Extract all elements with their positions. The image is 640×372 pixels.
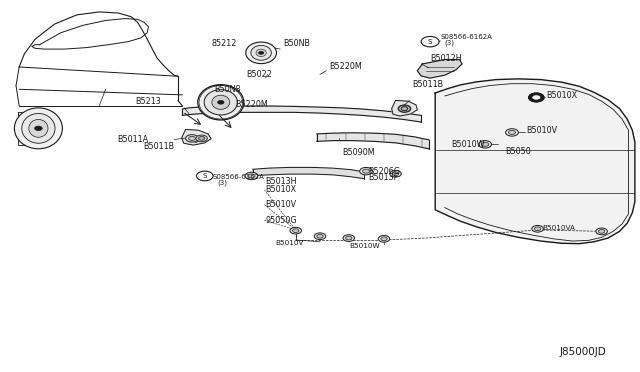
Circle shape (401, 106, 408, 111)
Circle shape (529, 93, 544, 102)
Circle shape (314, 233, 326, 240)
Text: B5012H: B5012H (430, 54, 461, 63)
Text: S: S (428, 39, 432, 45)
Text: B5011B: B5011B (412, 80, 444, 89)
Polygon shape (435, 79, 635, 244)
Circle shape (218, 100, 224, 104)
Ellipse shape (256, 49, 266, 57)
Circle shape (390, 170, 401, 177)
Text: B5090M: B5090M (342, 148, 375, 157)
Text: B5050: B5050 (506, 147, 531, 156)
Circle shape (198, 137, 205, 140)
Circle shape (506, 129, 518, 136)
Circle shape (346, 236, 352, 240)
Circle shape (378, 235, 390, 242)
Text: B5010V: B5010V (266, 200, 297, 209)
Circle shape (292, 229, 299, 232)
Ellipse shape (246, 42, 276, 64)
Circle shape (392, 172, 399, 176)
Polygon shape (417, 60, 462, 78)
Circle shape (399, 105, 410, 112)
Text: 95050G: 95050G (266, 216, 297, 225)
Text: B5011B: B5011B (143, 142, 174, 151)
Circle shape (245, 172, 258, 180)
Circle shape (186, 135, 198, 142)
Circle shape (509, 130, 516, 134)
Text: B50NB: B50NB (283, 39, 310, 48)
Circle shape (532, 95, 541, 100)
Text: B5010X: B5010X (266, 185, 297, 194)
Text: B5220M: B5220M (236, 100, 268, 109)
Circle shape (248, 174, 255, 178)
Text: S08566-6162A: S08566-6162A (440, 34, 492, 40)
Text: B5206G: B5206G (368, 167, 400, 176)
Text: B5010W: B5010W (452, 140, 485, 149)
Circle shape (534, 227, 541, 231)
Circle shape (421, 36, 439, 47)
Polygon shape (317, 133, 429, 149)
Text: B50N8: B50N8 (214, 85, 241, 94)
Circle shape (596, 228, 607, 235)
Circle shape (196, 171, 213, 181)
Ellipse shape (29, 119, 48, 137)
Circle shape (479, 141, 492, 148)
Text: 85212: 85212 (211, 39, 237, 48)
Circle shape (317, 234, 323, 238)
Polygon shape (392, 100, 417, 116)
Circle shape (381, 237, 387, 241)
Circle shape (35, 126, 42, 131)
Circle shape (532, 95, 541, 100)
Circle shape (259, 51, 264, 54)
Text: B5220M: B5220M (330, 62, 362, 71)
Circle shape (398, 105, 411, 112)
Polygon shape (182, 106, 421, 122)
Circle shape (360, 167, 372, 175)
Ellipse shape (212, 95, 230, 109)
Circle shape (290, 227, 301, 234)
Text: S08566-6162A: S08566-6162A (212, 174, 264, 180)
Circle shape (362, 169, 370, 173)
Text: (3): (3) (218, 179, 228, 186)
Circle shape (482, 142, 489, 146)
Polygon shape (253, 167, 364, 179)
Text: J85000JD: J85000JD (560, 347, 607, 356)
Circle shape (529, 93, 544, 102)
Ellipse shape (251, 45, 271, 60)
Ellipse shape (204, 90, 237, 115)
Circle shape (188, 136, 196, 140)
Text: B5010V: B5010V (275, 240, 304, 246)
Text: B5022: B5022 (246, 70, 272, 79)
Text: B5213: B5213 (136, 97, 161, 106)
Text: B5011A: B5011A (117, 135, 148, 144)
Circle shape (401, 107, 408, 110)
Polygon shape (18, 112, 27, 145)
Ellipse shape (14, 108, 63, 149)
Text: B5010VA: B5010VA (543, 225, 576, 231)
Circle shape (532, 225, 543, 232)
Text: B5013H: B5013H (266, 177, 297, 186)
Text: (3): (3) (445, 40, 455, 46)
Circle shape (196, 135, 207, 142)
Circle shape (598, 230, 605, 233)
Text: B5013F: B5013F (368, 173, 398, 182)
Ellipse shape (198, 84, 244, 120)
Polygon shape (182, 129, 211, 145)
Text: B5010X: B5010X (547, 92, 578, 100)
Ellipse shape (22, 113, 55, 143)
Circle shape (343, 235, 355, 241)
Text: B5010V: B5010V (526, 126, 557, 135)
Text: B5010W: B5010W (349, 243, 380, 248)
Text: S: S (203, 173, 207, 179)
